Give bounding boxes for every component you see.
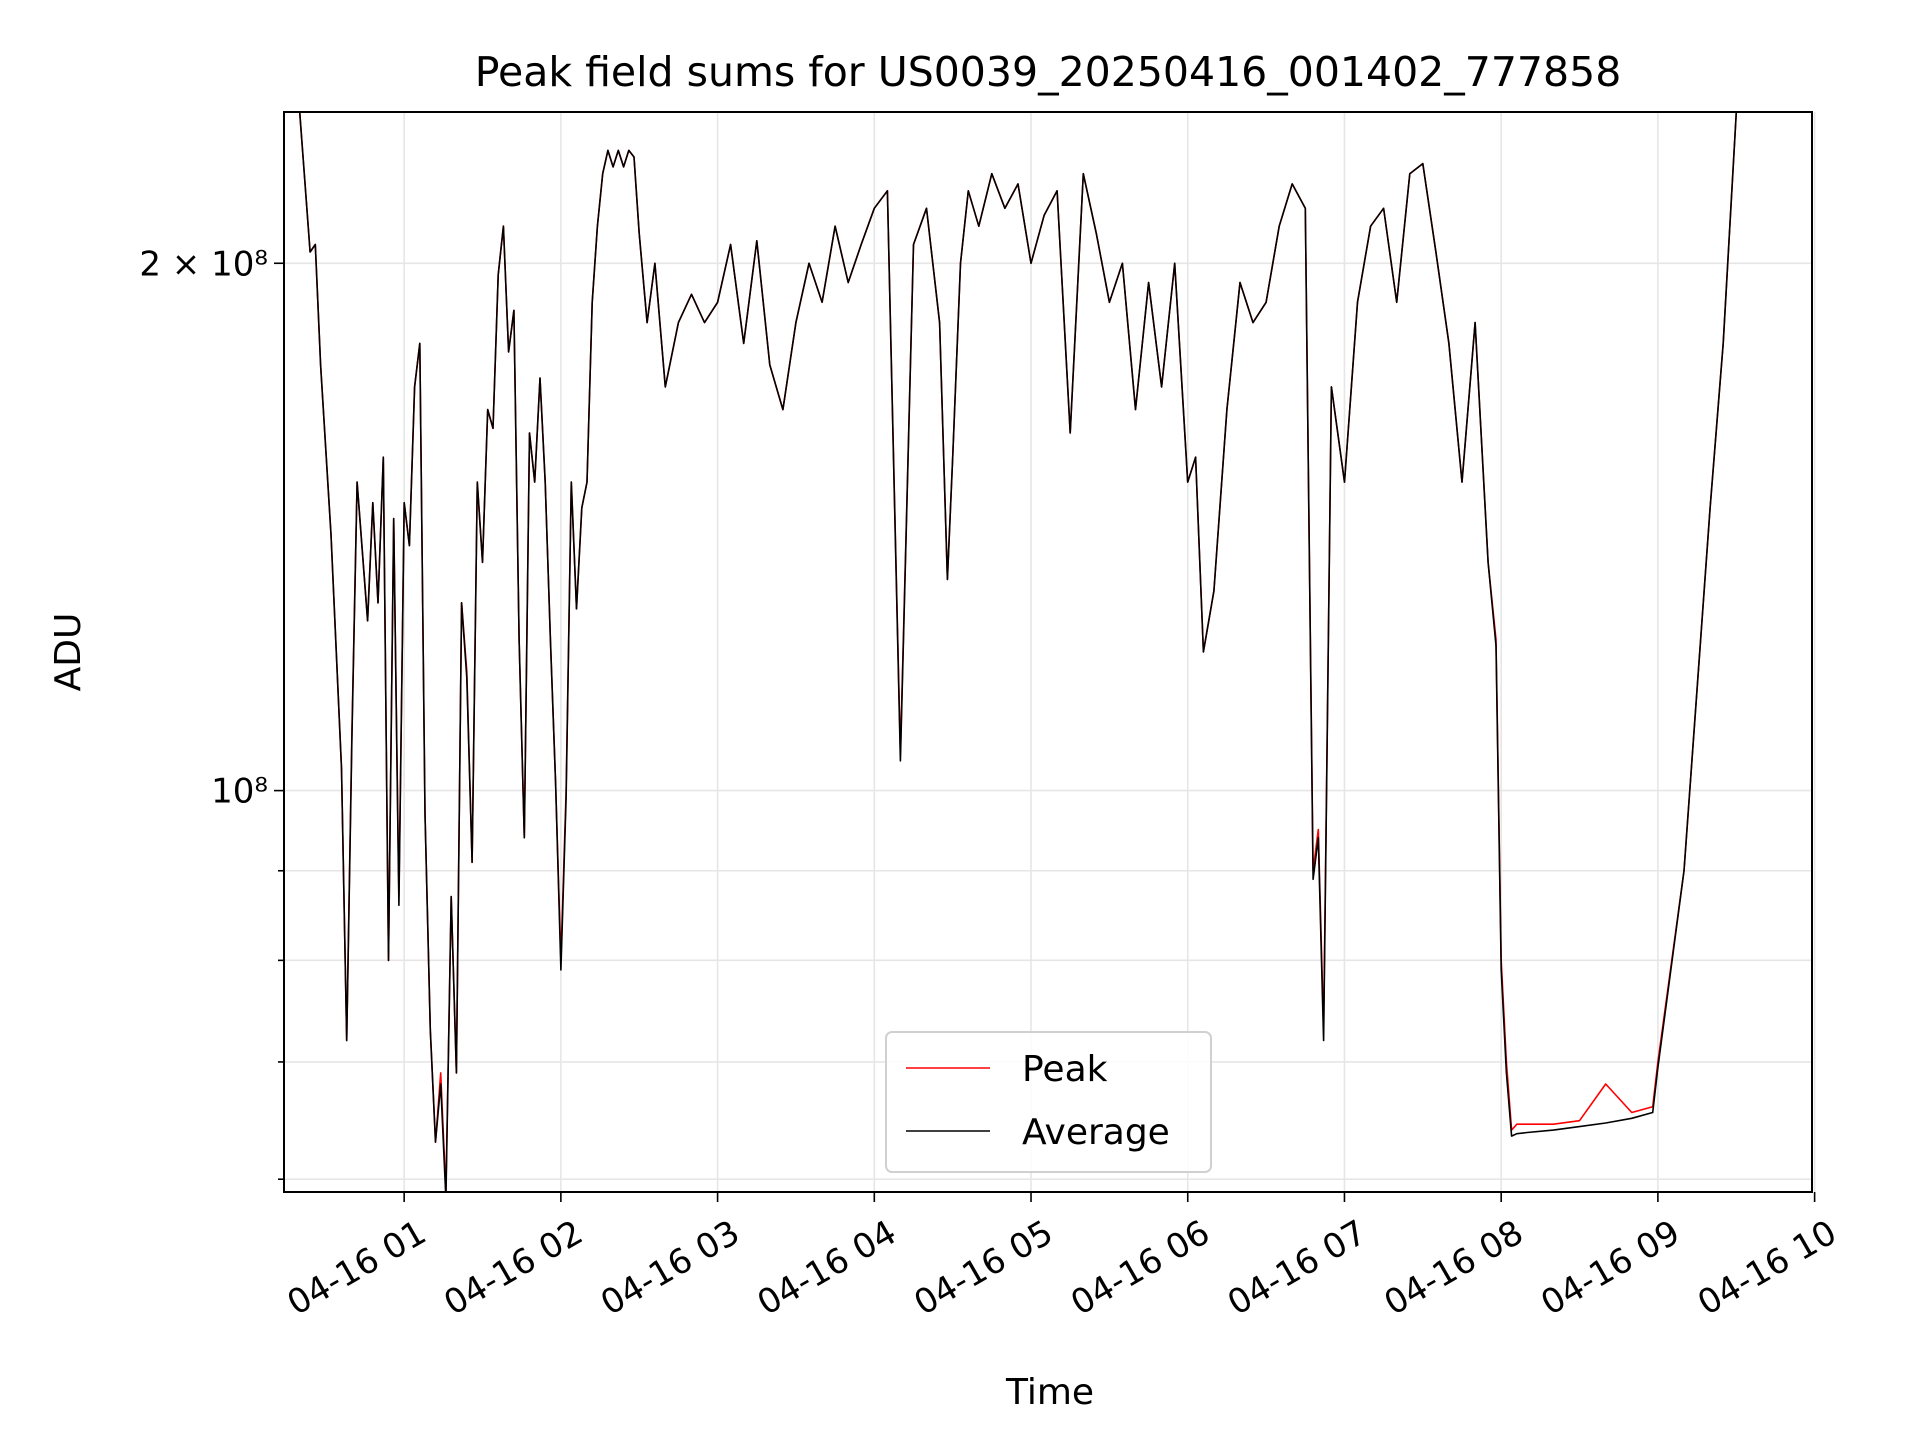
series-line-average	[284, 112, 1750, 1192]
y-axis-label: ADU	[48, 613, 89, 692]
chart-title: Peak field sums for US0039_20250416_0014…	[475, 48, 1622, 96]
y-tick-label: 10⁸	[211, 772, 268, 812]
series-layer	[284, 112, 1750, 1192]
legend-peak-label: Peak	[1022, 1049, 1108, 1090]
grid	[284, 112, 1816, 1192]
x-axis-label: Time	[1005, 1372, 1094, 1413]
legend: Peak Average	[885, 1031, 1212, 1173]
y-tick-label: 2 × 10⁸	[139, 244, 268, 284]
plot-frame	[283, 111, 1813, 1193]
legend-average-label: Average	[1022, 1112, 1170, 1153]
legend-box	[885, 1031, 1212, 1173]
